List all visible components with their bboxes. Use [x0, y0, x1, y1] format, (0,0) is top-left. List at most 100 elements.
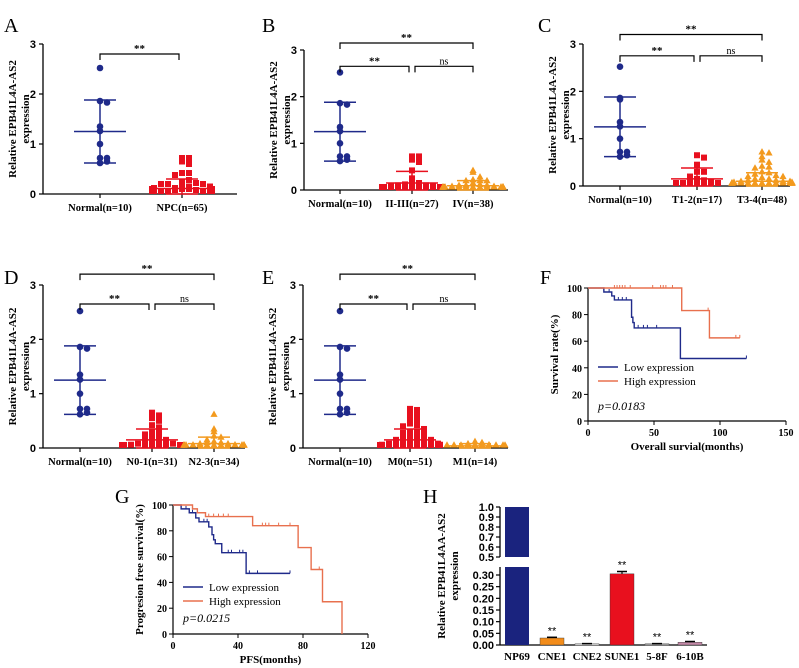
chart-g: 0 20 40 60 80 100 0 40 80 120 PFS(months) Progresio…	[134, 501, 376, 666]
data-point	[240, 441, 248, 448]
data-point	[414, 428, 420, 435]
y-axis-label: expression	[449, 551, 461, 600]
data-point	[694, 152, 700, 159]
data-point	[779, 179, 787, 186]
data-point	[694, 161, 700, 168]
significance-label: **	[142, 263, 154, 275]
data-point	[751, 170, 759, 177]
y-tick-label: 0	[162, 630, 167, 641]
data-point	[76, 307, 84, 315]
y-axis-label: Relative EPB41L4A-AS2	[268, 61, 280, 179]
y-tick-label: 1	[291, 138, 297, 150]
data-point	[149, 409, 155, 416]
data-point	[414, 422, 420, 429]
y-tick-label: 2	[30, 89, 36, 101]
data-point	[156, 417, 162, 424]
data-point	[343, 345, 351, 352]
data-point	[163, 442, 169, 448]
y-tick-label: 20	[572, 390, 582, 401]
x-tick-label: NPC(n=65)	[157, 203, 208, 214]
data-point	[758, 156, 766, 163]
data-point	[400, 442, 406, 448]
y-tick-label: 0	[290, 443, 296, 455]
data-point	[400, 429, 406, 436]
legend-label: Low expression	[624, 362, 694, 374]
panel-label-e: E	[262, 267, 274, 289]
data-point	[715, 180, 721, 186]
y-tick-label: 1	[30, 389, 36, 401]
y-axis-label: Relative EPB41L4AA-AS2	[436, 513, 448, 639]
data-point	[414, 438, 420, 445]
x-tick-label: Normal(n=10)	[48, 457, 112, 468]
significance-label: **	[653, 632, 662, 644]
y-tick-label: 0.00	[473, 640, 494, 652]
data-point	[673, 180, 679, 186]
data-point	[149, 415, 155, 422]
data-point	[701, 154, 707, 161]
data-point	[407, 409, 413, 416]
data-point	[476, 173, 484, 180]
data-point	[687, 173, 693, 180]
data-point	[170, 440, 176, 447]
significance-bracket	[339, 42, 474, 49]
data-point	[416, 153, 422, 160]
x-tick-label: IV(n=38)	[453, 199, 494, 210]
x-tick-label: M1(n=14)	[453, 457, 498, 468]
data-point	[379, 184, 385, 190]
bar	[677, 642, 703, 646]
km-curve-low	[173, 504, 290, 575]
data-point	[751, 164, 759, 171]
data-point	[400, 434, 406, 441]
data-point	[179, 158, 185, 165]
y-tick-label: 3	[30, 280, 36, 292]
y-tick-label: 80	[572, 311, 582, 322]
significance-label: **	[401, 32, 413, 44]
data-point	[119, 442, 125, 448]
panel-label-b: B	[262, 15, 275, 37]
data-point	[336, 307, 344, 315]
significance-label: **	[368, 293, 380, 305]
data-point	[428, 442, 434, 448]
significance-label: ns	[440, 294, 449, 305]
significance-label: **	[686, 24, 698, 36]
y-tick-label: 0.8	[479, 522, 494, 534]
x-tick-label: N0-1(n=31)	[127, 457, 178, 468]
y-tick-label: 3	[291, 45, 297, 57]
significance-label: **	[402, 263, 414, 275]
data-point	[186, 177, 192, 183]
y-tick-label: 0	[577, 417, 582, 428]
data-point	[409, 156, 415, 163]
data-point	[701, 180, 707, 186]
data-point	[788, 179, 796, 186]
data-point	[737, 179, 745, 186]
significance-bracket	[412, 303, 476, 311]
data-point	[186, 161, 192, 167]
panel-label-c: C	[538, 15, 551, 37]
significance-bracket	[154, 303, 215, 311]
x-tick-label: CNE2	[573, 651, 602, 663]
y-tick-label: 1	[290, 389, 296, 401]
x-tick-label: M0(n=51)	[388, 457, 433, 468]
significance-bracket	[339, 273, 476, 281]
data-point	[421, 435, 427, 442]
panel-label-f: F	[540, 267, 551, 289]
data-point	[142, 431, 148, 438]
data-point	[758, 162, 766, 169]
data-point	[414, 412, 420, 419]
data-point	[165, 188, 171, 194]
y-tick-label: 0.30	[473, 570, 494, 582]
significance-label: **	[548, 625, 557, 637]
data-point	[407, 420, 413, 427]
significance-label: **	[652, 45, 664, 57]
data-point	[471, 437, 479, 445]
x-tick-label: T1-2(n=17)	[672, 195, 723, 206]
x-tick-label: 80	[298, 641, 308, 652]
data-point	[149, 188, 155, 194]
y-axis-label: Survival rate(%)	[549, 314, 561, 394]
x-tick-label: CNE1	[538, 651, 567, 663]
data-point	[209, 188, 215, 194]
data-point	[499, 183, 507, 190]
chart-d: 0 1 2 3 Relative EPB41L4A-AS2 expression Norma…	[7, 263, 248, 468]
panel-label-a: A	[4, 15, 19, 37]
